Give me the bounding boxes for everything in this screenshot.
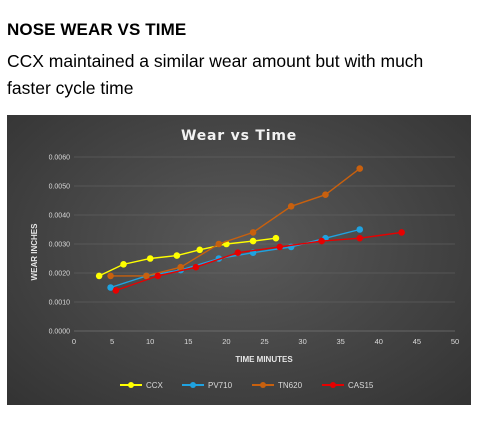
data-point-tn620	[215, 240, 223, 248]
x-tick-label: 10	[146, 337, 154, 346]
legend-item-cas15: CAS15	[322, 378, 373, 392]
x-tick-label: 0	[72, 337, 76, 346]
page-subtitle: CCX maintained a similar wear amount but…	[7, 51, 424, 98]
data-point-tn620	[107, 272, 114, 280]
legend-label-cas15: CAS15	[348, 380, 374, 390]
y-tick-label: 0.0020	[49, 271, 71, 278]
data-point-ccx	[146, 255, 154, 262]
series-line-tn620	[110, 168, 361, 277]
tick-layer: 0.0000 0.0010 0.0020 0.0030 0.0040 0.0050 0.00…	[49, 155, 460, 347]
y-axis-label: WEAR INCHES	[30, 223, 39, 281]
data-point-ccx	[173, 252, 181, 259]
data-point-ccx	[196, 246, 204, 254]
y-tick-label: 0.0000	[49, 329, 71, 336]
data-point-tn620	[322, 191, 329, 198]
chart-title: Wear vs Time	[181, 128, 297, 144]
grid-layer	[74, 156, 455, 332]
data-point-cas15	[318, 237, 325, 245]
x-tick-label: 30	[298, 337, 306, 346]
chart-panel: Wear vs Time 0.0000 0.0010 0.0020 0.0030 0.0…	[7, 115, 471, 405]
legend-item-ccx: CCX	[120, 378, 163, 392]
data-point-cas15	[276, 243, 284, 251]
data-point-ccx	[95, 272, 103, 280]
x-tick-label: 15	[184, 337, 192, 346]
chart-legend: CCX PV710 TN620 CAS15	[7, 378, 471, 392]
legend-label-tn620: TN620	[278, 380, 303, 390]
x-tick-label: 20	[222, 337, 230, 346]
data-point-cas15	[356, 234, 364, 242]
data-point-tn620	[287, 203, 295, 210]
y-tick-label: 0.0040	[49, 213, 71, 220]
legend-label-pv710: PV710	[208, 380, 233, 390]
series-layer	[95, 165, 405, 294]
x-tick-label: 25	[260, 337, 268, 346]
legend-swatch-pv710	[182, 380, 204, 390]
x-tick-label: 35	[337, 337, 345, 346]
data-point-tn620	[143, 272, 150, 280]
x-axis-label: TIME MINUTES	[235, 355, 293, 364]
x-tick-label: 40	[375, 337, 383, 346]
wear-vs-time-chart: Wear vs Time 0.00000.00100.00200.00300.0…	[30, 128, 460, 364]
x-tick-label: 50	[451, 337, 459, 346]
data-point-tn620	[177, 263, 184, 271]
legend-swatch-cas15	[322, 380, 344, 390]
data-point-ccx	[120, 261, 127, 268]
data-point-cas15	[192, 263, 200, 271]
data-point-ccx	[272, 234, 280, 242]
data-point-cas15	[154, 272, 162, 280]
data-point-cas15	[112, 287, 120, 294]
data-point-pv710	[107, 284, 114, 291]
series-line-cas15	[115, 231, 402, 292]
legend-item-pv710: PV710	[182, 378, 232, 392]
legend-label-ccx: CCX	[146, 380, 163, 390]
legend-item-tn620: TN620	[252, 378, 302, 392]
page-heading: NOSE WEAR VS TIME	[7, 20, 187, 39]
y-tick-label: 0.0050	[49, 184, 71, 191]
y-tick-label: 0.0010	[49, 300, 71, 307]
legend-swatch-ccx	[120, 380, 142, 390]
data-point-ccx	[249, 237, 257, 245]
y-tick-label: 0.0030	[49, 242, 71, 249]
x-tick-label: 45	[413, 337, 421, 346]
data-point-cas15	[398, 229, 405, 236]
data-point-cas15	[234, 249, 242, 256]
legend-swatch-tn620	[252, 380, 274, 390]
x-tick-label: 5	[110, 337, 114, 346]
data-point-tn620	[249, 229, 257, 236]
data-point-tn620	[356, 165, 364, 172]
series-line-ccx	[98, 237, 277, 277]
data-point-pv710	[356, 226, 364, 233]
y-tick-label: 0.0060	[49, 155, 71, 162]
